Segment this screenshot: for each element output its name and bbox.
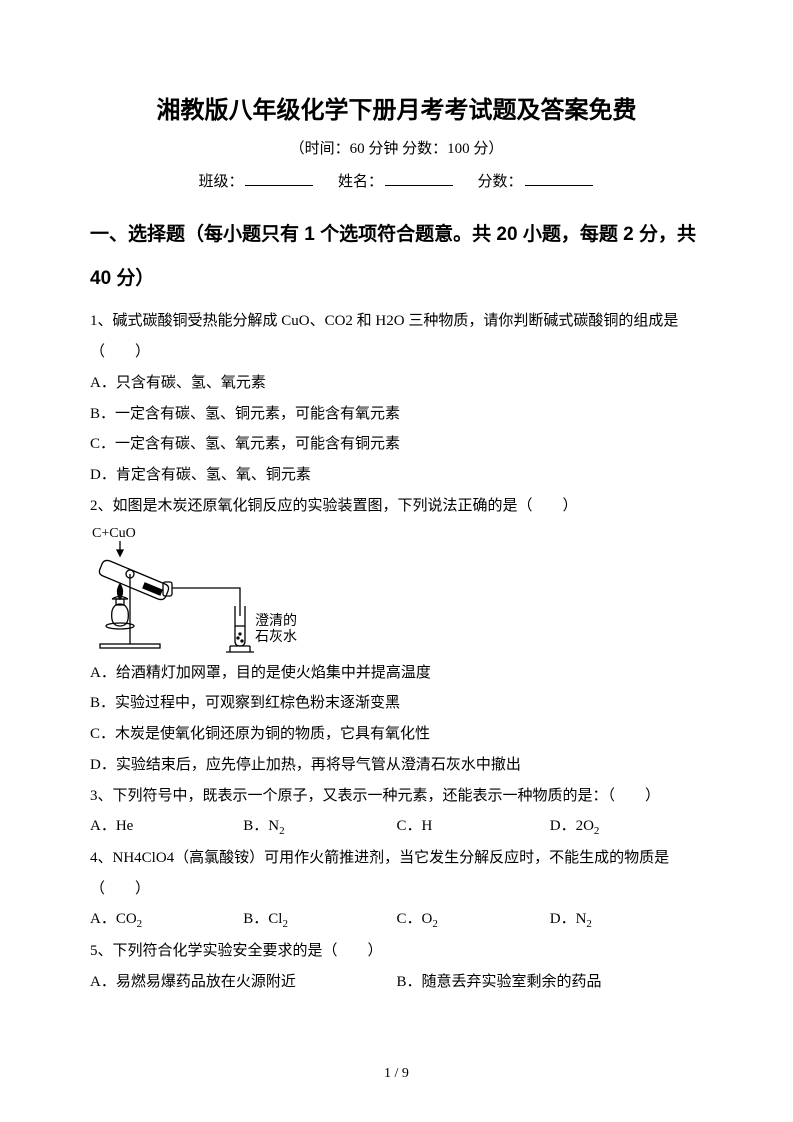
- q3-option-c: C．H: [397, 811, 550, 843]
- q1-stem: 1、碱式碳酸铜受热能分解成 CuO、CO2 和 H2O 三种物质，请你判断碱式碳…: [90, 306, 703, 368]
- q4-options: A．CO2 B．Cl2 C．O2 D．N2: [90, 904, 703, 936]
- score-label: 分数：: [478, 174, 523, 190]
- q1-option-c: C．一定含有碳、氢、氧元素，可能含有铜元素: [90, 429, 703, 460]
- q4-stem: 4、NH4ClO4（高氯酸铵）可用作火箭推进剂，当它发生分解反应时，不能生成的物…: [90, 843, 703, 905]
- name-blank: [385, 170, 453, 186]
- section-1-heading: 一、选择题（每小题只有 1 个选项符合题意。共 20 小题，每题 2 分，共 4…: [90, 213, 703, 300]
- q5-option-b: B．随意丢弃实验室剩余的药品: [397, 967, 704, 998]
- q3-stem: 3、下列符号中，既表示一个原子，又表示一种元素，还能表示一种物质的是：（ ）: [90, 781, 703, 812]
- q4-b-pre: B．Cl: [243, 911, 282, 927]
- q3-options: A．He B．N2 C．H D．2O2: [90, 811, 703, 843]
- q4-c-pre: C．O: [397, 911, 433, 927]
- q4-c-sub: 2: [432, 918, 438, 930]
- q3-option-b: B．N2: [243, 811, 396, 843]
- q4-d-pre: D．N: [550, 911, 587, 927]
- q3-b-pre: B．N: [243, 818, 279, 834]
- q3-option-d: D．2O2: [550, 811, 703, 843]
- q4-a-sub: 2: [137, 918, 143, 930]
- q4-option-c: C．O2: [397, 904, 550, 936]
- q4-a-pre: A．CO: [90, 911, 137, 927]
- name-label: 姓名：: [338, 174, 383, 190]
- q3-option-a: A．He: [90, 811, 243, 843]
- diagram-lime-label: 澄清的 石灰水: [255, 614, 297, 648]
- q2-option-b: B．实验过程中，可观察到红棕色粉末逐渐变黑: [90, 688, 703, 719]
- class-label: 班级：: [198, 174, 243, 190]
- page-footer: 1 / 9: [0, 1066, 793, 1082]
- q3-d-pre: D．2O: [550, 818, 594, 834]
- q2-option-c: C．木炭是使氧化铜还原为铜的物质，它具有氧化性: [90, 719, 703, 750]
- q1-option-b: B．一定含有碳、氢、铜元素，可能含有氧元素: [90, 399, 703, 430]
- q3-b-sub: 2: [279, 825, 285, 837]
- q1-option-d: D．肯定含有碳、氢、氧、铜元素: [90, 460, 703, 491]
- q5-stem: 5、下列符合化学实验安全要求的是（ ）: [90, 936, 703, 967]
- q3-d-sub: 2: [594, 825, 600, 837]
- q4-option-d: D．N2: [550, 904, 703, 936]
- q2-diagram: C+CuO: [90, 526, 320, 656]
- class-blank: [245, 170, 313, 186]
- q5-option-a: A．易燃易爆药品放在火源附近: [90, 967, 397, 998]
- q2-stem: 2、如图是木炭还原氧化铜反应的实验装置图，下列说法正确的是（ ）: [90, 491, 703, 522]
- q5-options-row1: A．易燃易爆药品放在火源附近 B．随意丢弃实验室剩余的药品: [90, 967, 703, 998]
- diagram-ccuo-label: C+CuO: [92, 526, 136, 543]
- q1-option-a: A．只含有碳、氢、氧元素: [90, 368, 703, 399]
- q2-option-d: D．实验结束后，应先停止加热，再将导气管从澄清石灰水中撤出: [90, 750, 703, 781]
- q4-d-sub: 2: [586, 918, 592, 930]
- score-blank: [525, 170, 593, 186]
- page-title: 湘教版八年级化学下册月考考试题及答案免费: [90, 90, 703, 125]
- info-line: 班级： 姓名： 分数：: [90, 170, 703, 191]
- q4-b-sub: 2: [282, 918, 288, 930]
- q4-option-b: B．Cl2: [243, 904, 396, 936]
- q4-option-a: A．CO2: [90, 904, 243, 936]
- q2-option-a: A．给酒精灯加网罩，目的是使火焰集中并提高温度: [90, 658, 703, 689]
- subtitle: （时间：60 分钟 分数：100 分）: [90, 137, 703, 158]
